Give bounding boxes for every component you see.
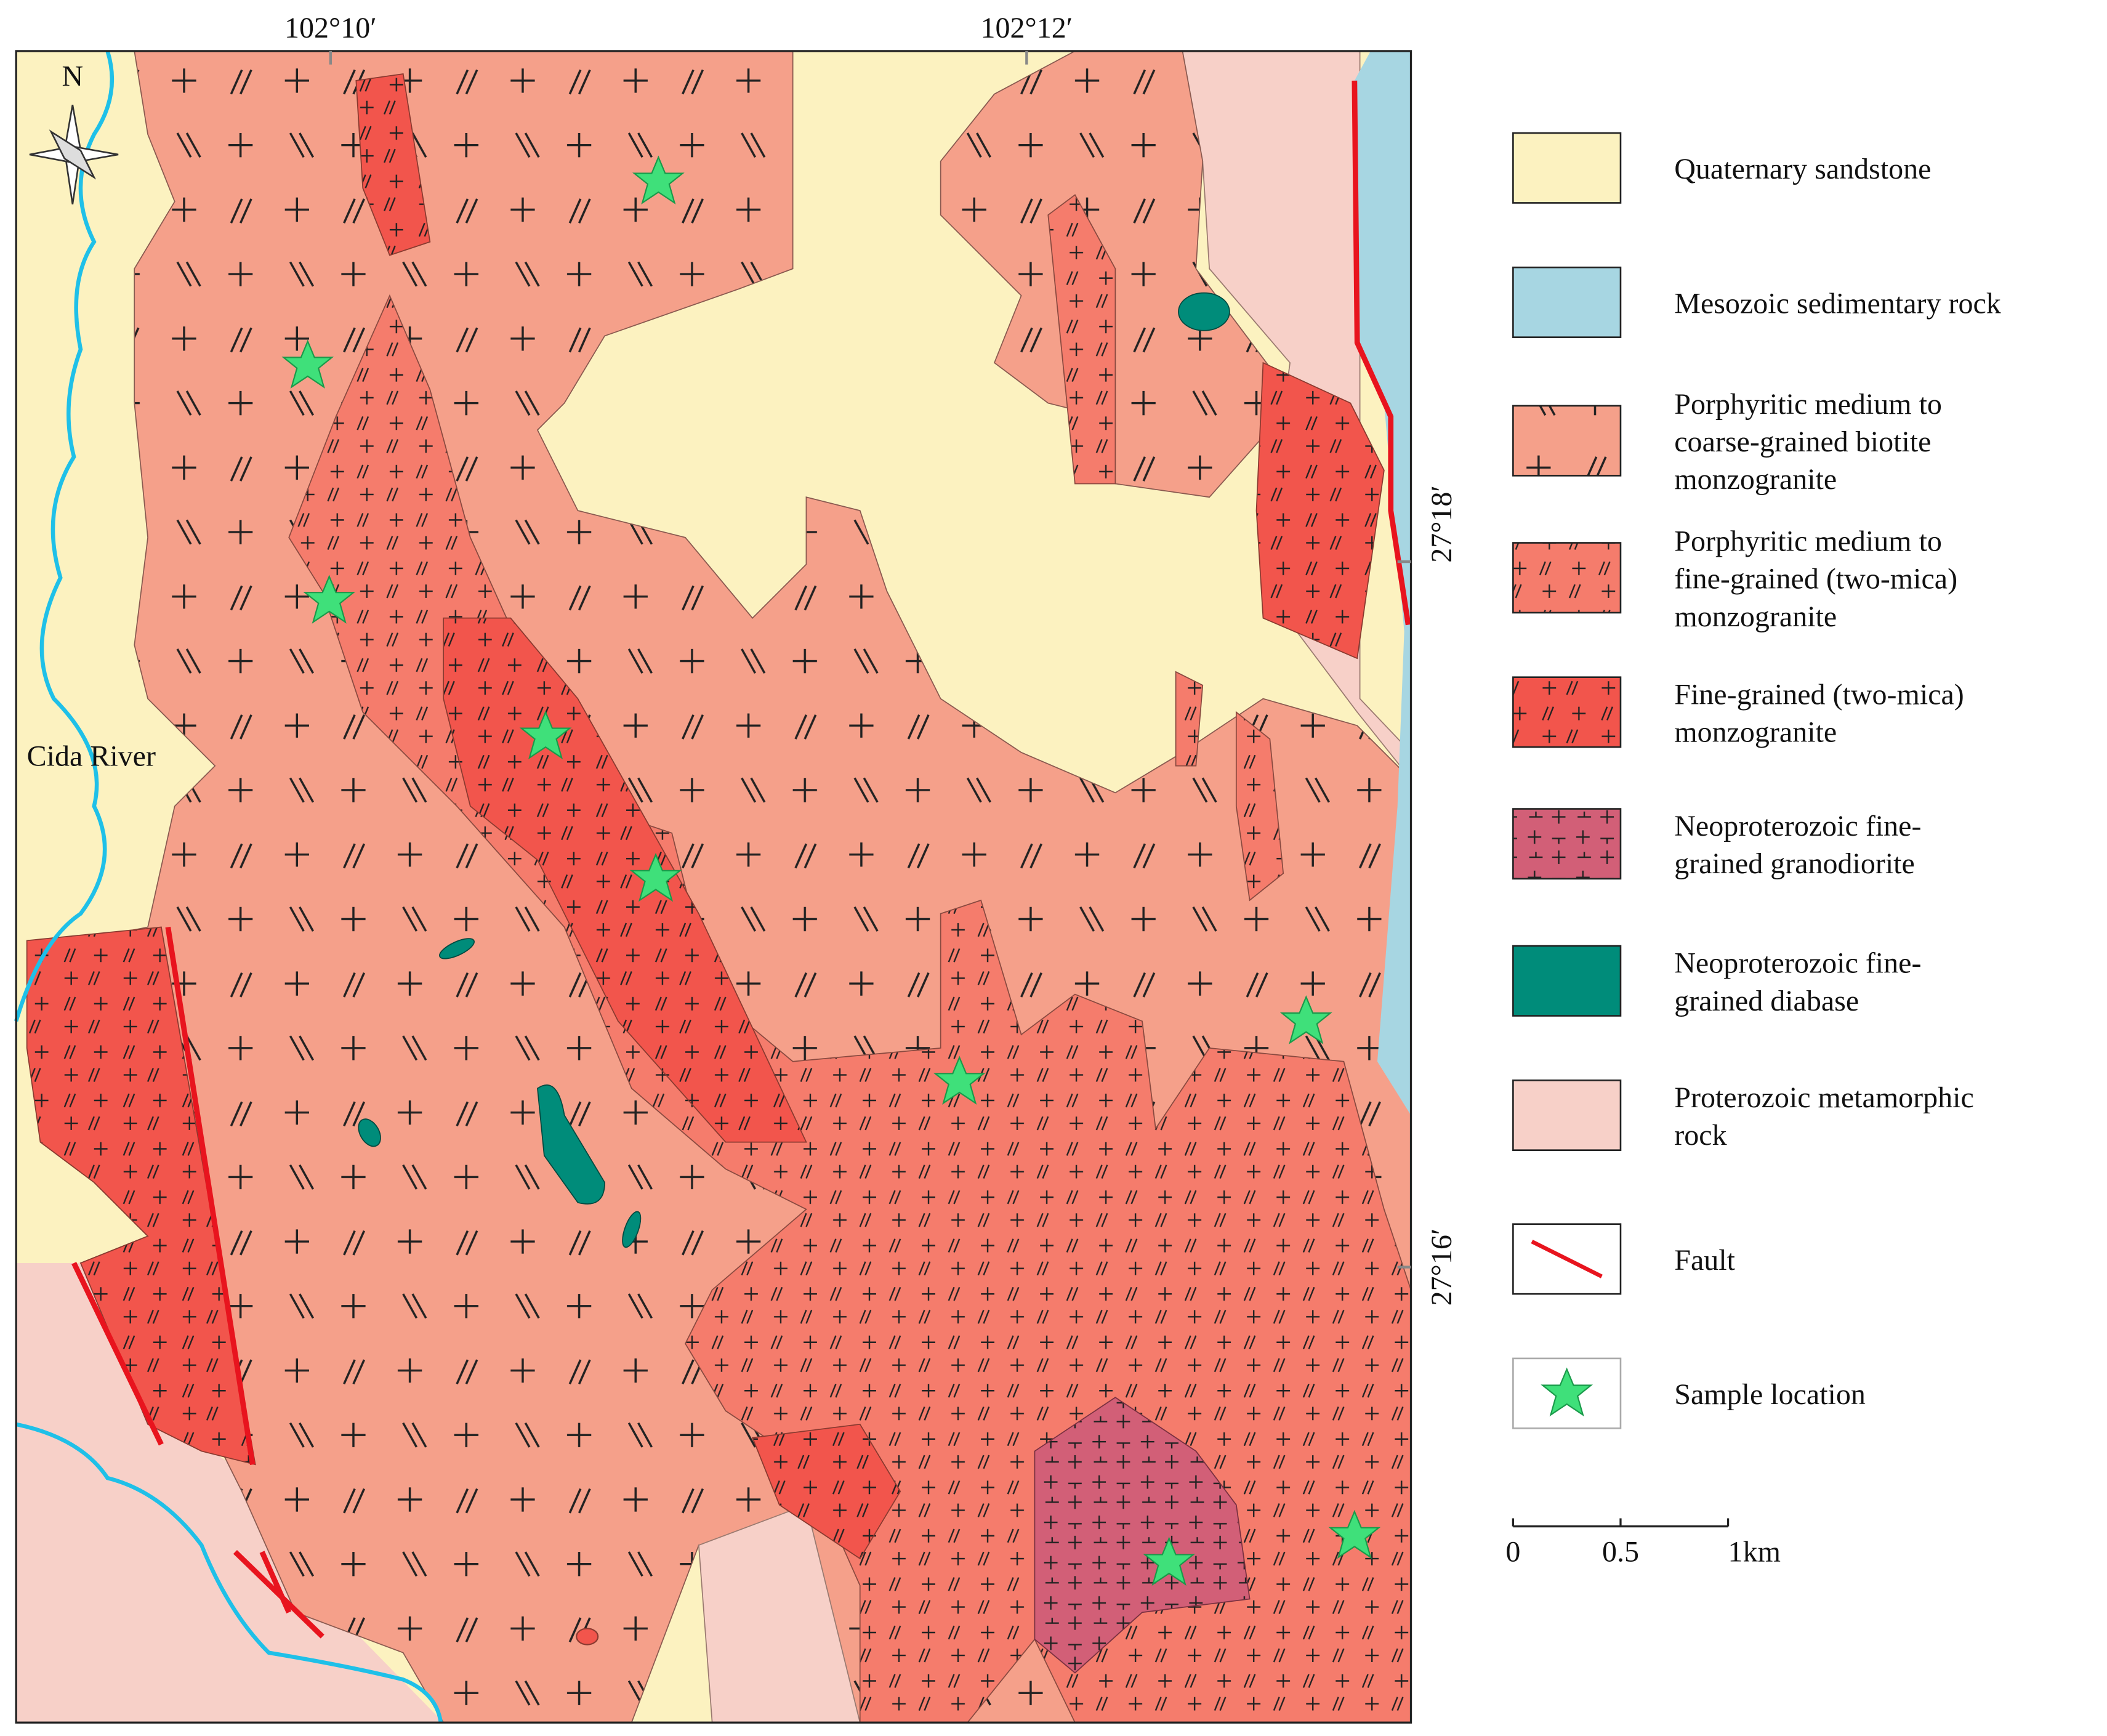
metamorphic xyxy=(16,1262,444,1723)
legend-label: monzogranite xyxy=(1674,463,1837,496)
legend-label: Proterozoic metamorphic xyxy=(1674,1081,1974,1114)
legend-label: Mesozoic sedimentary rock xyxy=(1674,287,2001,320)
legend-label: Neoproterozoic fine- xyxy=(1674,947,1921,980)
diabase xyxy=(358,292,1230,1248)
scale-bar: 0 0.5 1km xyxy=(1505,1518,1781,1568)
legend-label: fine-grained (two-mica) xyxy=(1674,563,1957,595)
lat-label: 27°18′ xyxy=(1425,485,1458,563)
legend-swatch xyxy=(1512,132,1622,204)
granodiorite xyxy=(1034,1397,1251,1674)
map-body: N Cida River 102°10′ 102°12′ 27°18′ 27°1… xyxy=(14,12,1458,1724)
legend-label: Sample location xyxy=(1674,1378,1866,1411)
scale-label: 0 xyxy=(1505,1535,1520,1568)
two-mica-monzogranite xyxy=(288,294,1412,1724)
sedimentary xyxy=(1354,50,1411,1115)
two-mica-monzogranite xyxy=(1047,194,1284,902)
legend-swatch xyxy=(1512,945,1622,1017)
legend-label: monzogranite xyxy=(1674,716,1837,748)
north-arrow xyxy=(29,104,119,204)
scale-line xyxy=(1512,1518,1730,1528)
map-frame xyxy=(15,50,1412,1724)
legend-swatch xyxy=(1512,808,1622,880)
legend-swatch xyxy=(1512,266,1622,338)
small-intrusion xyxy=(576,1628,599,1645)
legend-label: monzogranite xyxy=(1674,600,1837,633)
scale-label: 1km xyxy=(1728,1535,1781,1568)
legend-fault xyxy=(1531,1240,1603,1278)
legend-swatch xyxy=(1512,542,1622,614)
river-label: Cida River xyxy=(27,740,156,773)
legend-label: Fault xyxy=(1674,1244,1735,1277)
legend-label: Fine-grained (two-mica) xyxy=(1674,678,1964,711)
legend-label: Porphyritic medium to xyxy=(1674,388,1942,421)
legend: Quaternary sandstone Mesozoic sedimentary… xyxy=(1512,132,2001,1429)
legend-swatch xyxy=(1512,405,1622,477)
legend-label: grained diabase xyxy=(1674,985,1859,1017)
lon-label: 102°12′ xyxy=(980,12,1073,44)
legend-label: Quaternary sandstone xyxy=(1674,153,1931,185)
legend-swatch xyxy=(1512,676,1622,748)
fine-monzogranite xyxy=(26,73,1385,1560)
legend-label: grained granodiorite xyxy=(1674,847,1915,880)
river xyxy=(14,50,115,1022)
legend-label: Neoproterozoic fine- xyxy=(1674,810,1921,842)
legend-label: rock xyxy=(1674,1119,1726,1152)
scale-label: 0.5 xyxy=(1602,1535,1639,1568)
lon-label: 102°10′ xyxy=(284,12,377,44)
river xyxy=(15,1422,443,1723)
legend-swatch xyxy=(1512,1079,1622,1152)
faults xyxy=(71,80,1411,1639)
north-label: N xyxy=(62,60,84,93)
lat-label: 27°16′ xyxy=(1425,1229,1458,1306)
graticule-ticks xyxy=(329,50,1411,1269)
legend-label: Porphyritic medium to xyxy=(1674,525,1942,558)
legend-label: coarse-grained biotite xyxy=(1674,426,1931,458)
